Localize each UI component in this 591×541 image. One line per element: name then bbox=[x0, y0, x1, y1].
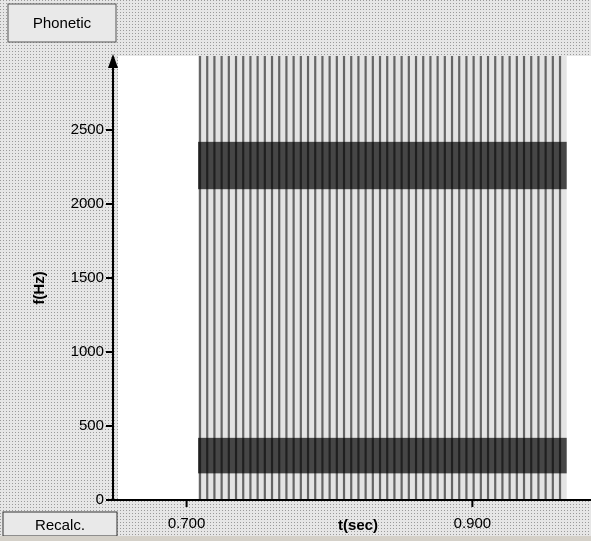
y-tick-label: 500 bbox=[79, 417, 104, 434]
tab-label: Phonetic bbox=[33, 15, 92, 32]
formant-band bbox=[198, 437, 567, 474]
y-tick-label: 2500 bbox=[71, 121, 104, 138]
x-tick-label: 0.900 bbox=[454, 515, 492, 532]
y-tick-label: 2000 bbox=[71, 195, 104, 212]
button-label: Recalc. bbox=[35, 517, 85, 534]
recalc-button[interactable]: Recalc. bbox=[2, 511, 118, 537]
x-tick-label: 0.700 bbox=[168, 515, 206, 532]
tab-box bbox=[7, 3, 117, 43]
y-tick-label: 1000 bbox=[71, 343, 104, 360]
formant-band bbox=[198, 141, 567, 190]
x-axis-label: t(sec) bbox=[338, 517, 378, 534]
voiced-region bbox=[198, 56, 567, 500]
y-axis-label: f(Hz) bbox=[31, 271, 48, 304]
button-box bbox=[2, 511, 118, 537]
y-tick-label: 0 bbox=[96, 491, 104, 508]
phonetic-tab[interactable]: Phonetic bbox=[7, 3, 117, 43]
spectrogram bbox=[198, 56, 567, 500]
y-tick-label: 1500 bbox=[71, 269, 104, 286]
y-axis-arrow bbox=[108, 54, 118, 68]
